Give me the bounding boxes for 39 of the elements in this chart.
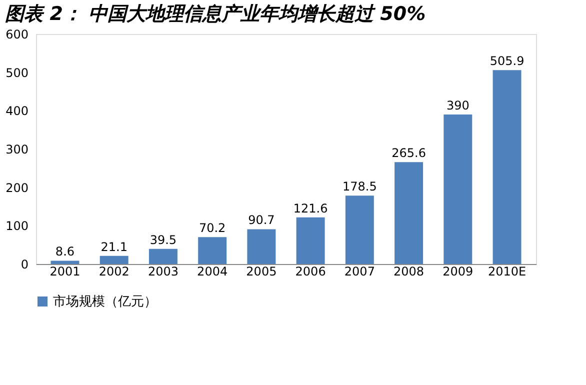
- x-tick-label: 2006: [295, 264, 326, 278]
- x-tick-label: 2008: [394, 264, 424, 278]
- bar: [394, 162, 424, 264]
- data-label: 178.5: [342, 180, 377, 194]
- y-tick-label: 100: [6, 219, 28, 234]
- x-tick-label: 2009: [442, 264, 474, 278]
- y-tick-label: 200: [6, 180, 28, 195]
- bar: [100, 256, 128, 264]
- bar: [198, 237, 227, 264]
- bar: [296, 217, 325, 264]
- x-tick-label: 2010E: [488, 264, 526, 278]
- x-tick-label: 2007: [344, 264, 375, 278]
- data-label: 121.6: [293, 201, 328, 216]
- data-label: 390: [446, 98, 470, 112]
- bar: [148, 248, 178, 264]
- y-tick-label: 600: [6, 28, 28, 42]
- data-label: 505.9: [490, 54, 524, 68]
- data-label: 90.7: [248, 213, 275, 228]
- bar: [444, 114, 472, 264]
- data-label: 8.6: [55, 244, 75, 259]
- data-label: 21.1: [100, 240, 128, 254]
- x-tick-label: 2003: [148, 264, 178, 278]
- x-tick-label: 2005: [246, 264, 277, 278]
- bar: [345, 196, 374, 264]
- bar: [247, 229, 276, 264]
- x-tick-label: 2002: [98, 264, 130, 278]
- bar: [492, 70, 522, 264]
- y-tick-label: 300: [6, 142, 28, 156]
- data-label: 70.2: [198, 221, 226, 236]
- y-tick-label: 0: [20, 258, 28, 272]
- legend-label: 市场规模（亿元）: [53, 294, 157, 310]
- data-label: 265.6: [392, 146, 426, 160]
- bar: [50, 260, 80, 264]
- chart-title: 图表 2： 中国大地理信息产业年均增长超过 50%: [5, 3, 426, 25]
- y-tick-label: 400: [6, 104, 28, 118]
- y-tick-label: 500: [6, 66, 28, 80]
- x-tick-label: 2001: [50, 264, 80, 278]
- x-tick-label: 2004: [197, 264, 228, 278]
- data-label: 39.5: [150, 232, 177, 247]
